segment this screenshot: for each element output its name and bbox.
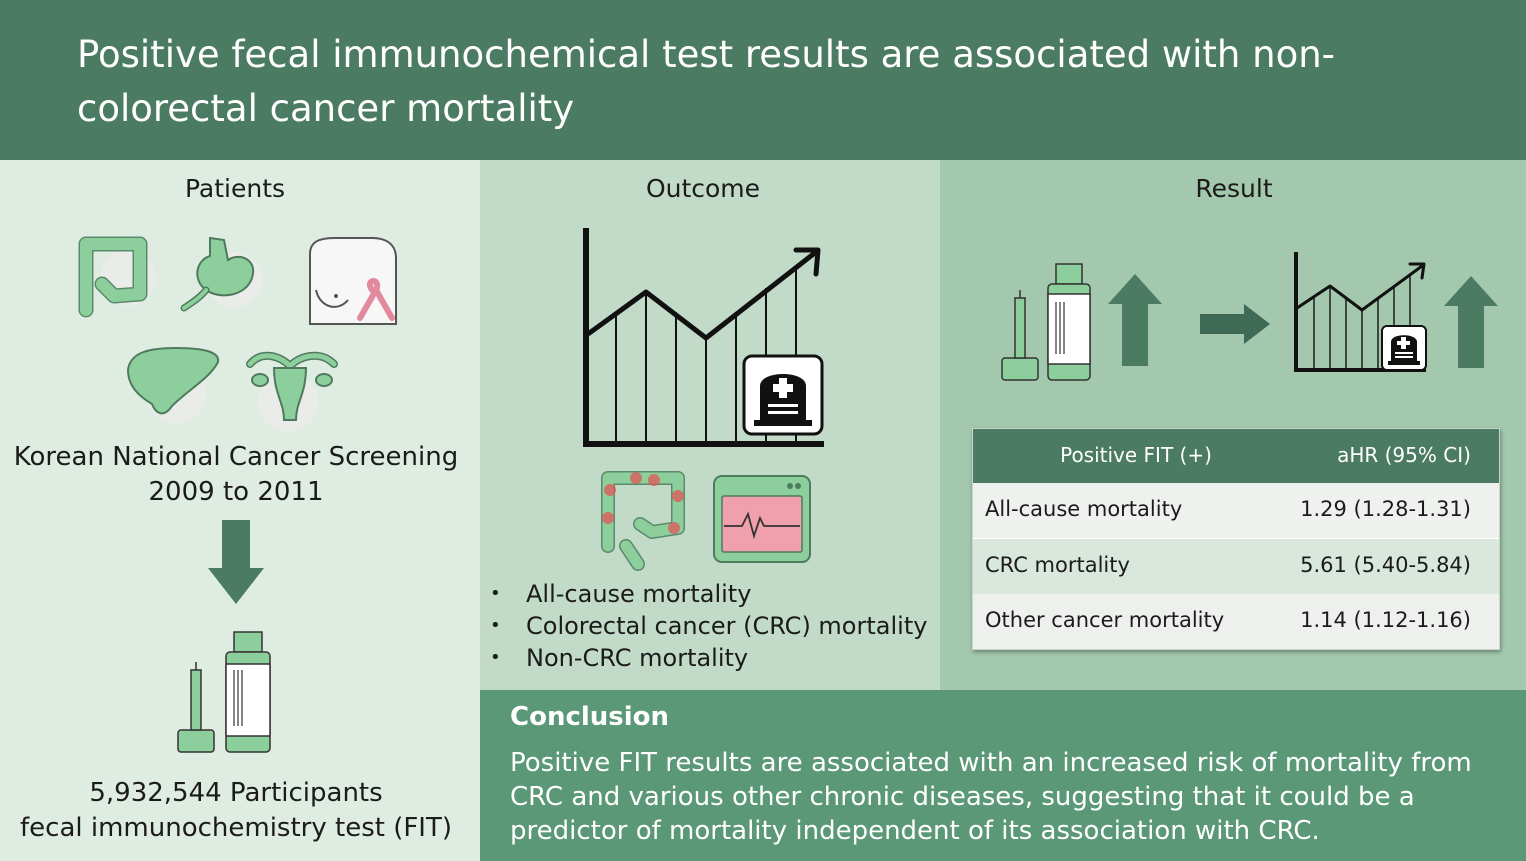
list-item: Colorectal cancer (CRC) mortality bbox=[490, 610, 940, 642]
result-heading: Result bbox=[1195, 174, 1273, 203]
trend-chart-icon bbox=[583, 228, 824, 447]
stomach-icon bbox=[180, 236, 262, 312]
outcome-list: All-cause mortality Colorectal cancer (C… bbox=[490, 578, 940, 674]
list-item: Non-CRC mortality bbox=[490, 642, 940, 674]
participants-line1: 5,932,544 Participants bbox=[89, 778, 383, 808]
conclusion-text: Positive FIT results are associated with… bbox=[510, 748, 1472, 846]
result-panel: Result bbox=[940, 160, 1526, 690]
result-table: Positive FIT (+) aHR (95% CI) All-cause … bbox=[972, 428, 1500, 650]
up-arrow-icon bbox=[1108, 274, 1162, 366]
fit-kit-icon bbox=[1001, 263, 1091, 381]
outcome-panel: Outcome bbox=[480, 160, 940, 690]
fit-kit-icon bbox=[177, 631, 271, 753]
screening-line2: 2009 to 2011 bbox=[148, 477, 324, 507]
tombstone-icon bbox=[1381, 325, 1427, 371]
table-header-row: Positive FIT (+) aHR (95% CI) bbox=[973, 429, 1499, 483]
uterus-icon bbox=[246, 351, 338, 432]
table-cell-label: Other cancer mortality bbox=[985, 608, 1225, 632]
list-item: All-cause mortality bbox=[490, 578, 940, 610]
tombstone-icon bbox=[742, 354, 824, 436]
right-arrow-icon bbox=[1200, 304, 1270, 344]
table-cell-label: All-cause mortality bbox=[985, 497, 1183, 521]
breast-ribbon-icon bbox=[309, 237, 397, 325]
outcome-heading: Outcome bbox=[645, 174, 761, 203]
inflamed-colon-icon bbox=[601, 471, 685, 571]
patients-panel: Patients Korean National Cancer Screenin… bbox=[0, 160, 480, 861]
conclusion-title: Conclusion bbox=[510, 702, 670, 732]
screening-label: Korean National Cancer Screening 2009 to… bbox=[0, 440, 472, 510]
table-header-ahr: aHR (95% CI) bbox=[1337, 443, 1471, 467]
screening-line1: Korean National Cancer Screening bbox=[13, 442, 459, 472]
down-arrow-icon bbox=[208, 520, 264, 604]
trend-chart-icon bbox=[1294, 252, 1426, 372]
table-row: CRC mortality 5.61 (5.40-5.84) bbox=[973, 539, 1499, 594]
table-row: Other cancer mortality 1.14 (1.12-1.16) bbox=[973, 594, 1499, 649]
liver-icon bbox=[126, 346, 220, 424]
table-header-exposure: Positive FIT (+) bbox=[1060, 443, 1212, 467]
table-row: All-cause mortality 1.29 (1.28-1.31) bbox=[973, 483, 1499, 538]
colon-icon bbox=[78, 236, 156, 318]
conclusion-panel: Conclusion Positive FIT results are asso… bbox=[480, 690, 1526, 861]
table-cell-value: 1.29 (1.28-1.31) bbox=[1300, 497, 1471, 521]
table-cell-value: 5.61 (5.40-5.84) bbox=[1300, 553, 1471, 577]
header-banner: Positive fecal immunochemical test resul… bbox=[0, 0, 1526, 160]
up-arrow-icon bbox=[1444, 276, 1498, 368]
participants-line2: fecal immunochemistry test (FIT) bbox=[20, 813, 452, 843]
participants-label: 5,932,544 Participants fecal immunochemi… bbox=[0, 776, 472, 846]
page-title: Positive fecal immunochemical test resul… bbox=[77, 33, 1336, 130]
table-cell-value: 1.14 (1.12-1.16) bbox=[1300, 608, 1471, 632]
table-cell-label: CRC mortality bbox=[985, 553, 1130, 577]
ecg-monitor-icon bbox=[713, 475, 811, 563]
patients-heading: Patients bbox=[184, 174, 286, 203]
